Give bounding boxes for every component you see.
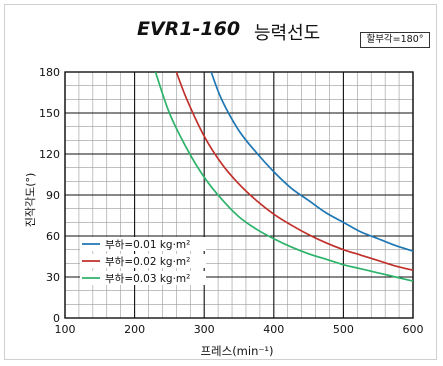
y-tick-label: 180 (39, 66, 60, 79)
chart-title: EVR1-160 능력선도 (0, 18, 443, 48)
legend-label-3: 부하=0.03 kg·m² (105, 272, 190, 285)
legend-bg-1 (80, 237, 206, 251)
y-tick-label: 0 (53, 312, 60, 325)
x-tick-label: 600 (403, 323, 424, 336)
x-tick-label: 500 (333, 323, 354, 336)
legend-bg-3 (80, 271, 206, 285)
chart-frame (4, 4, 437, 360)
title-text: 능력선도 (254, 23, 321, 44)
x-tick-label: 200 (124, 323, 145, 336)
y-tick-label: 90 (46, 189, 60, 202)
series-line-2 (175, 71, 414, 271)
series-line-3 (154, 71, 414, 282)
y-axis-label: 진작각도(°) (24, 173, 37, 228)
x-tick-label: 100 (55, 323, 76, 336)
x-tick-label: 300 (194, 323, 215, 336)
y-tick-label: 60 (46, 230, 60, 243)
legend-label-2: 부하=0.02 kg·m² (105, 255, 190, 268)
y-tick-label: 120 (39, 148, 60, 161)
plot-border (64, 71, 414, 319)
series-line-1 (210, 71, 414, 252)
legend-label-1: 부하=0.01 kg·m² (105, 238, 190, 251)
legend-bg-2 (80, 254, 206, 268)
y-tick-label: 150 (39, 107, 60, 120)
indexing-angle-badge: 할부각=180° (360, 32, 430, 48)
y-tick-label: 30 (46, 271, 60, 284)
x-axis-label: 프레스(min⁻¹) (200, 344, 273, 358)
x-tick-label: 400 (263, 323, 284, 336)
title-model: EVR1-160 (137, 18, 241, 40)
